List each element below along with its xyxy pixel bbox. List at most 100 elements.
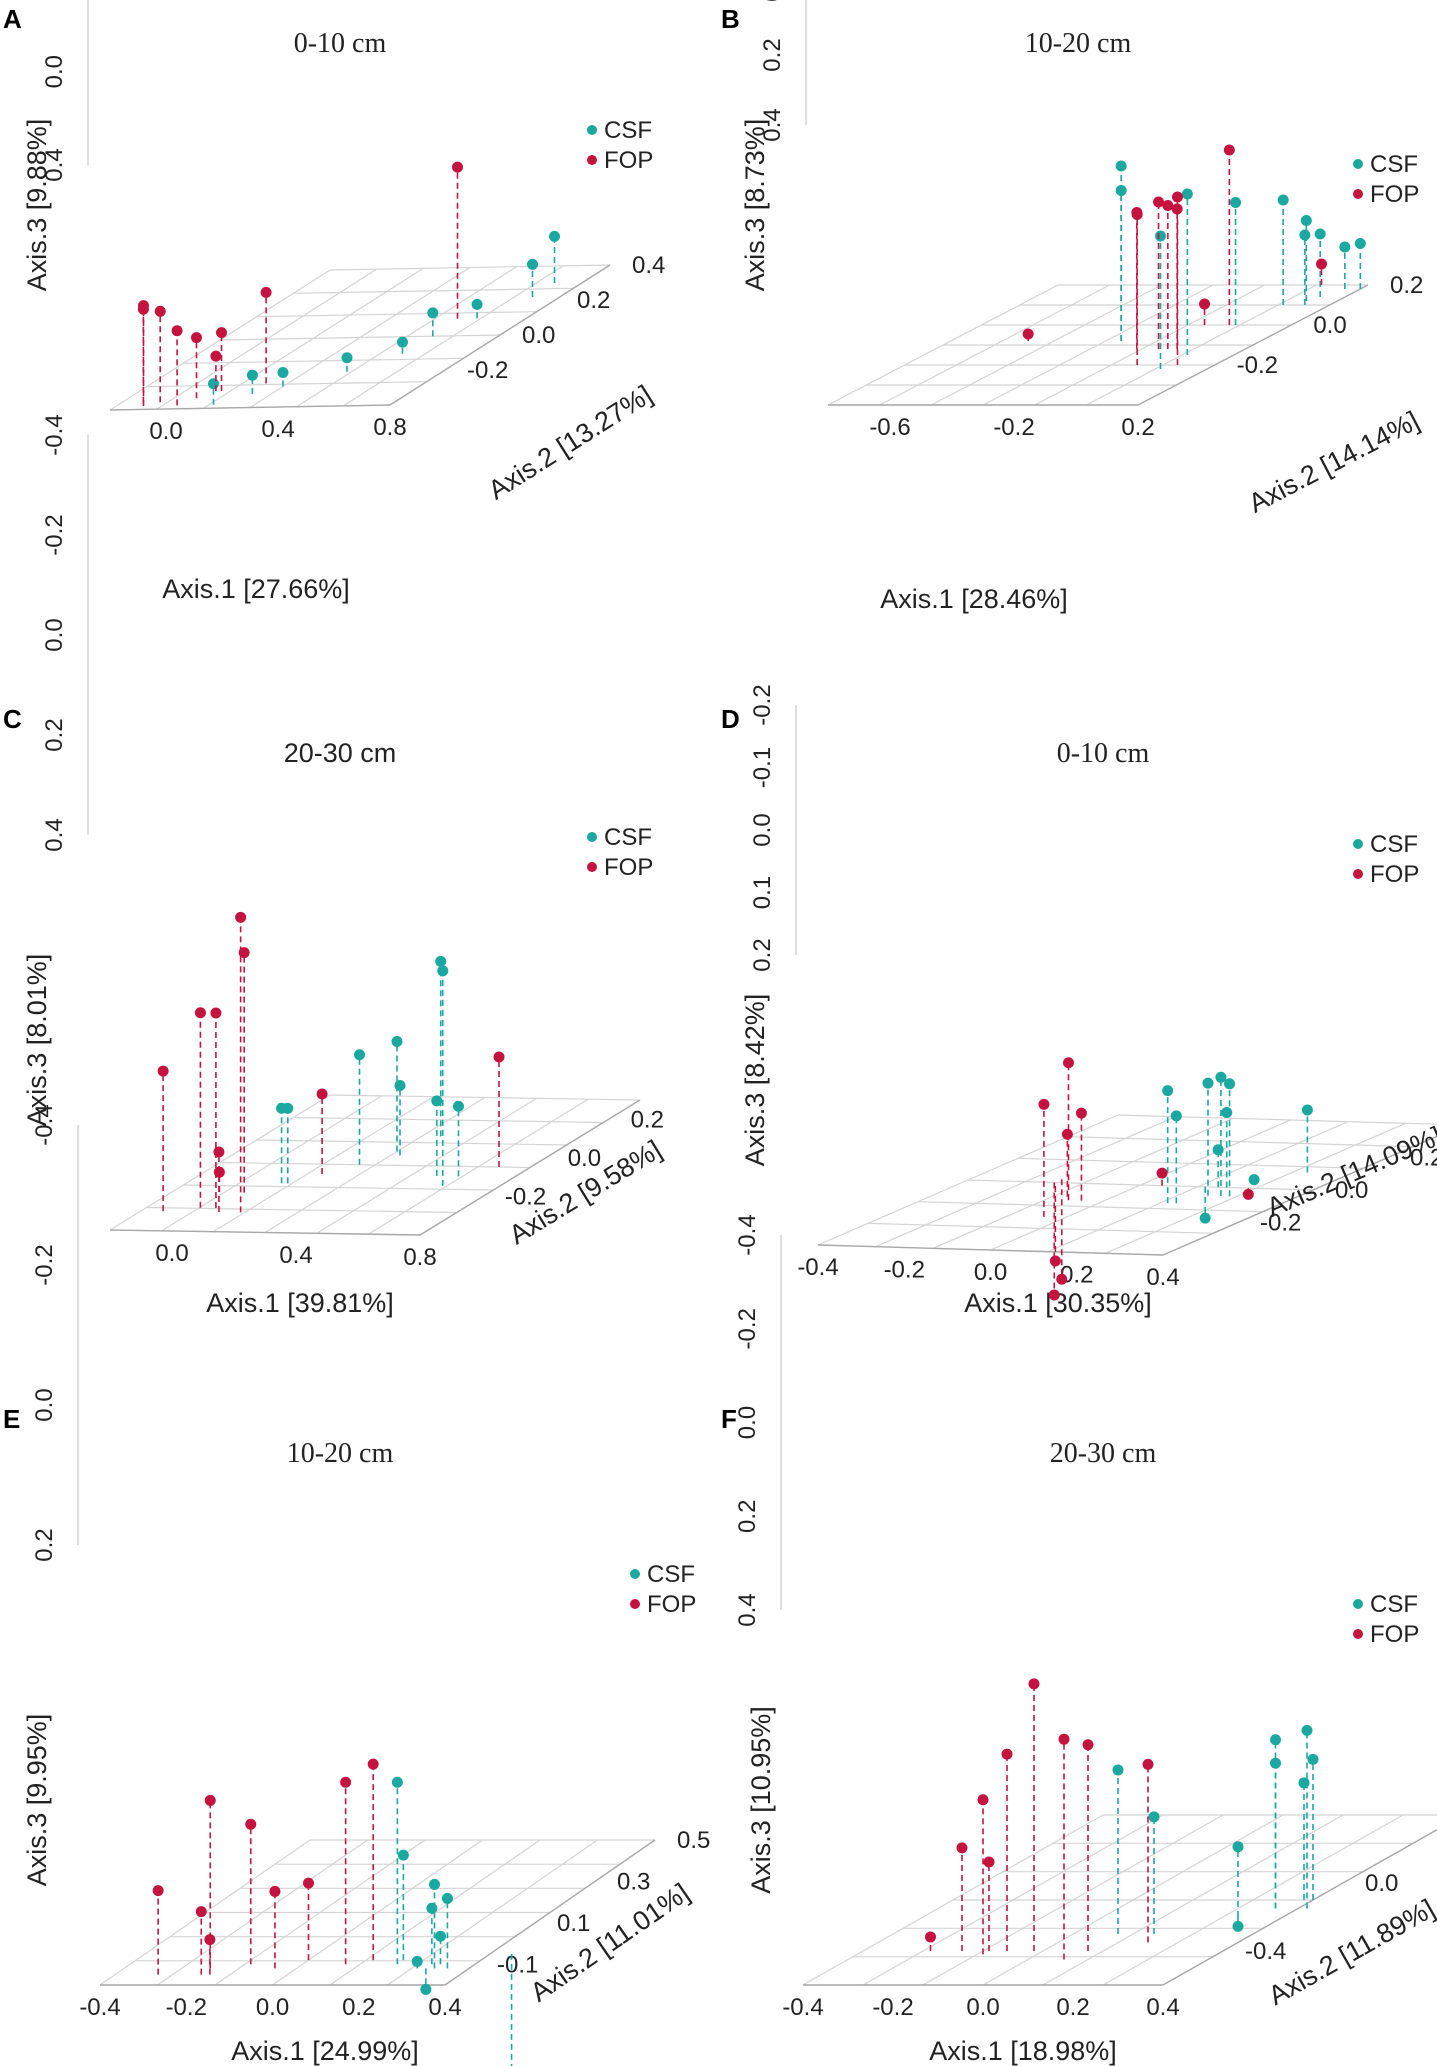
y-tick-label: 0.4 xyxy=(632,252,665,279)
z-axis-label: Axis.3 [8.73%] xyxy=(740,119,770,292)
data-point-fop xyxy=(1022,328,1034,340)
data-point-csf xyxy=(1248,1174,1260,1186)
y-axis-label: Axis.2 [11.01%] xyxy=(525,1878,695,2008)
x-axis-label: Axis.1 [18.98%] xyxy=(929,2036,1117,2066)
chart-title: 10-20 cm xyxy=(1025,28,1132,59)
panel-letter: B xyxy=(721,4,740,34)
series-csf xyxy=(391,1776,513,2066)
y-tick-label: 0.3 xyxy=(617,1868,650,1895)
x-axis-line xyxy=(109,404,391,411)
x-tick-label: 0.4 xyxy=(428,1994,461,2021)
x-tick-label: -0.4 xyxy=(782,1994,823,2021)
data-point-fop xyxy=(925,1931,936,1943)
z-tick-label: 0.2 xyxy=(41,718,68,751)
data-point-fop xyxy=(157,1065,169,1077)
data-point-fop xyxy=(977,1794,989,1806)
legend-marker-fop xyxy=(1353,869,1363,879)
data-point-fop xyxy=(340,1776,352,1788)
data-point-csf xyxy=(1115,160,1127,172)
data-point-fop xyxy=(1028,1678,1040,1690)
data-point-csf xyxy=(208,378,219,390)
z-tick-label: 0.1 xyxy=(749,876,776,909)
panel-letter: D xyxy=(721,704,740,734)
legend: CSF FOP xyxy=(630,1561,696,1618)
x-tick-label: -0.2 xyxy=(166,1994,207,2021)
z-tick-label: 0.0 xyxy=(734,1406,761,1439)
data-point-csf xyxy=(397,336,408,348)
data-point-fop xyxy=(1038,1098,1050,1110)
x-tick-label: 0.0 xyxy=(149,418,182,445)
x-axis-label: Axis.1 [24.99%] xyxy=(231,2036,419,2066)
data-point-fop xyxy=(269,1885,281,1897)
data-point-fop xyxy=(1063,1057,1074,1069)
data-point-csf xyxy=(1221,1107,1233,1118)
data-point-fop xyxy=(1199,298,1211,310)
data-point-csf xyxy=(246,369,258,381)
z-tick-label: 0.4 xyxy=(41,818,68,851)
data-point-csf xyxy=(1298,1777,1310,1789)
z-tick-label: 0.4 xyxy=(759,108,786,141)
series-csf xyxy=(208,230,560,405)
data-point-fop xyxy=(152,1885,164,1897)
x-tick-label: -0.4 xyxy=(797,1254,838,1281)
z-tick-label: 0.2 xyxy=(749,938,776,971)
legend: CSF FOP xyxy=(1353,831,1419,888)
data-point-csf xyxy=(426,1902,438,1914)
data-point-csf xyxy=(441,1892,453,1904)
data-point-csf xyxy=(1232,1920,1244,1932)
data-point-fop xyxy=(983,1856,995,1868)
data-point-fop xyxy=(1048,1289,1060,1301)
x-tick-label: 0.4 xyxy=(261,416,294,443)
series-fop xyxy=(925,1678,1154,1960)
series-fop xyxy=(1038,1057,1254,1301)
data-point-csf xyxy=(435,955,447,967)
data-point-fop xyxy=(154,305,166,317)
y-tick-label: 0.0 xyxy=(1335,1177,1368,1204)
series-csf xyxy=(1162,1071,1313,1224)
data-point-csf xyxy=(549,230,560,242)
legend-label-fop: FOP xyxy=(1370,181,1419,208)
data-point-csf xyxy=(1354,238,1366,249)
chart-title: 20-30 cm xyxy=(1050,1438,1157,1469)
data-point-csf xyxy=(1155,230,1166,242)
data-point-csf xyxy=(527,258,538,270)
data-point-fop xyxy=(452,161,463,173)
data-point-fop xyxy=(1056,1273,1068,1285)
x-tick-label: 0.4 xyxy=(1146,1264,1179,1291)
panel-letter: F xyxy=(721,1404,737,1434)
legend-marker-fop xyxy=(587,155,597,165)
legend-label-fop: FOP xyxy=(1370,861,1419,888)
data-point-fop xyxy=(171,325,183,337)
legend-label-csf: CSF xyxy=(1370,151,1418,178)
z-tick-label: 0.2 xyxy=(31,1528,58,1561)
data-point-csf xyxy=(1112,1764,1124,1776)
x-axis-line xyxy=(109,1229,421,1236)
z-tick-label: 0.0 xyxy=(759,0,786,2)
chart-title: 0-10 cm xyxy=(1057,738,1150,769)
floor-grid xyxy=(827,284,1369,406)
z-tick-label: -0.2 xyxy=(749,684,776,725)
legend-label-csf: CSF xyxy=(647,1561,695,1588)
legend-marker-fop xyxy=(1353,1629,1363,1639)
data-point-csf xyxy=(1300,215,1312,226)
y-axis-label: Axis.2 [11.89%] xyxy=(1263,1893,1437,2011)
x-tick-label: -0.4 xyxy=(79,1994,120,2021)
data-point-csf xyxy=(435,1930,446,1942)
x-tick-label: 0.2 xyxy=(1060,1262,1093,1289)
data-point-csf xyxy=(1270,1734,1281,1746)
z-axis-label: Axis.3 [8.42%] xyxy=(740,994,770,1167)
y-axis-label: Axis.2 [13.27%] xyxy=(483,379,657,505)
data-point-csf xyxy=(1170,1110,1182,1122)
data-point-fop xyxy=(204,1794,216,1806)
z-tick-label: 0.2 xyxy=(734,1500,761,1533)
z-axis-label: Axis.3 [9.88%] xyxy=(22,119,52,292)
legend-marker-csf xyxy=(1353,839,1363,849)
data-point-fop xyxy=(1223,144,1235,156)
data-point-fop xyxy=(210,1007,222,1019)
legend-marker-csf xyxy=(587,832,597,842)
data-point-csf xyxy=(420,1983,432,1995)
data-point-csf xyxy=(277,367,289,378)
legend-marker-csf xyxy=(1353,1599,1363,1609)
x-tick-label: 0.2 xyxy=(1056,1994,1089,2021)
